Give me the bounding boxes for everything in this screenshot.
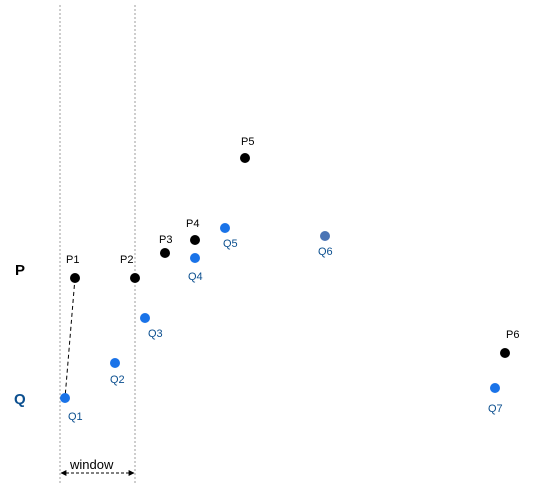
point-q1 [60, 393, 70, 403]
point-p5 [240, 153, 250, 163]
label-q3: Q3 [148, 328, 163, 340]
label-p3: P3 [159, 234, 172, 246]
point-q7 [490, 383, 500, 393]
label-q2: Q2 [110, 374, 125, 386]
point-p1 [70, 273, 80, 283]
p1-q1-link [64, 277, 76, 399]
label-q6: Q6 [318, 246, 333, 258]
row-label-p: P [15, 262, 25, 279]
label-p6: P6 [506, 329, 519, 341]
label-q1: Q1 [68, 411, 83, 423]
point-p3 [160, 248, 170, 258]
point-q4 [190, 253, 200, 263]
point-q6 [320, 231, 330, 241]
point-p2 [130, 273, 140, 283]
label-q7: Q7 [488, 403, 503, 415]
label-p4: P4 [186, 218, 199, 230]
point-p4 [190, 235, 200, 245]
point-q5 [220, 223, 230, 233]
label-p5: P5 [241, 136, 254, 148]
point-q2 [110, 358, 120, 368]
label-p2: P2 [120, 254, 133, 266]
label-q4: Q4 [188, 271, 203, 283]
row-label-q: Q [14, 391, 26, 408]
point-q3 [140, 313, 150, 323]
label-q5: Q5 [223, 238, 238, 250]
label-p1: P1 [66, 254, 79, 266]
point-p6 [500, 348, 510, 358]
window-label: window [69, 457, 114, 472]
